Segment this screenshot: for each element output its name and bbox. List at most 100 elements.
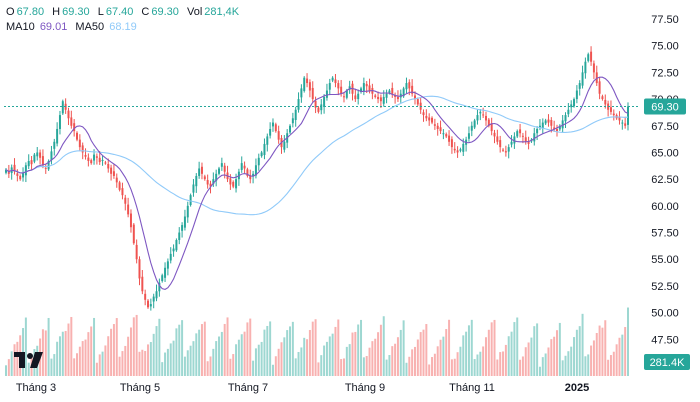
- volume-bar: [362, 357, 365, 376]
- volume-bar: [547, 347, 550, 376]
- candle-body: [90, 160, 93, 164]
- candle-body: [115, 177, 118, 183]
- volume-bar: [394, 343, 397, 376]
- volume-bar: [7, 359, 10, 376]
- volume-bar: [155, 326, 158, 376]
- candle-body: [246, 169, 249, 176]
- candle-body: [516, 131, 519, 137]
- volume-bar: [598, 325, 601, 376]
- y-tick-label: 72.50: [651, 67, 679, 79]
- candle-body: [510, 141, 513, 145]
- candle-body: [453, 148, 456, 151]
- candle-body: [320, 104, 323, 111]
- volume-bar: [61, 331, 64, 376]
- volume-bar: [115, 318, 118, 376]
- candle-body: [325, 90, 328, 98]
- volume-bar: [624, 327, 627, 376]
- candle-body: [581, 72, 584, 86]
- candle-body: [283, 141, 286, 150]
- volume-bar: [581, 313, 584, 376]
- volume-bar: [496, 359, 499, 376]
- volume-bar: [323, 345, 326, 376]
- candle-body: [394, 95, 397, 97]
- ma10-value: 69.01: [39, 21, 68, 33]
- volume-bar: [87, 332, 90, 376]
- volume-bar: [314, 319, 317, 376]
- candle-body: [587, 54, 590, 61]
- candle-body: [311, 87, 314, 100]
- volume-bar: [300, 347, 303, 376]
- candle-body: [314, 100, 317, 108]
- volume-bar: [607, 359, 610, 376]
- volume-bar: [456, 352, 459, 376]
- candle-body: [459, 149, 462, 151]
- candle-body: [331, 77, 334, 81]
- volume-bars: [5, 307, 629, 376]
- volume-bar: [110, 328, 113, 376]
- candle-body: [490, 123, 493, 132]
- candle-body: [297, 99, 300, 110]
- volume-bar: [252, 360, 255, 376]
- last-price-value: 69.30: [651, 102, 679, 114]
- volume-bar: [200, 324, 203, 376]
- volume-bar: [277, 348, 280, 376]
- volume-bar: [192, 341, 195, 376]
- candle-body: [195, 175, 198, 187]
- volume-bar: [44, 330, 47, 376]
- candle-body: [598, 81, 601, 94]
- volume-bar: [587, 354, 590, 376]
- volume-bar: [368, 347, 371, 376]
- volume-bar: [348, 344, 351, 376]
- y-tick-label: 47.50: [651, 334, 679, 346]
- volume-bar: [291, 321, 294, 376]
- candle-body: [527, 140, 530, 144]
- volume-bar: [223, 323, 226, 376]
- candle-body: [595, 72, 598, 84]
- candle-body: [212, 179, 215, 185]
- candle-body: [198, 168, 201, 176]
- volume-bar: [536, 323, 539, 376]
- volume-bar: [98, 354, 101, 376]
- candle-body: [519, 129, 522, 134]
- candle-body: [360, 88, 363, 93]
- volume-bar: [303, 337, 306, 376]
- candle-body: [422, 112, 425, 116]
- candle-body: [30, 160, 33, 165]
- volume-bar: [166, 348, 169, 376]
- volume-bar: [439, 339, 442, 376]
- volume-bar: [112, 324, 115, 376]
- volume-bar: [487, 329, 490, 376]
- candle-body: [402, 88, 405, 97]
- volume-bar: [198, 329, 201, 376]
- candle-body: [58, 115, 61, 129]
- volume-bar: [101, 351, 104, 376]
- candle-body: [462, 143, 465, 152]
- volume-bar: [433, 353, 436, 376]
- candle-body: [95, 156, 98, 158]
- volume-bar: [70, 316, 73, 376]
- volume-bar: [482, 346, 485, 376]
- candle-body: [388, 90, 391, 93]
- candle-body: [439, 127, 442, 132]
- volume-bar: [206, 361, 209, 376]
- low-value: 67.40: [105, 6, 134, 18]
- ma50-label: MA50: [75, 21, 105, 33]
- last-volume-value: 281.4K: [650, 357, 686, 369]
- volume-bar: [218, 336, 221, 376]
- candle-body: [93, 154, 96, 161]
- candle-body: [379, 97, 382, 102]
- volume-bar: [229, 358, 232, 376]
- candle-body: [186, 205, 189, 218]
- x-tick-label: 2025: [565, 382, 589, 394]
- candle-body: [308, 82, 311, 91]
- candle-body: [22, 172, 25, 178]
- tradingview-logo[interactable]: [14, 352, 44, 373]
- volume-bar: [10, 351, 13, 376]
- candle-body: [431, 117, 434, 123]
- volume-bar: [189, 345, 192, 376]
- candle-body: [277, 131, 280, 140]
- volume-bar: [484, 337, 487, 376]
- volume-bar: [195, 333, 198, 376]
- volume-bar: [416, 339, 419, 376]
